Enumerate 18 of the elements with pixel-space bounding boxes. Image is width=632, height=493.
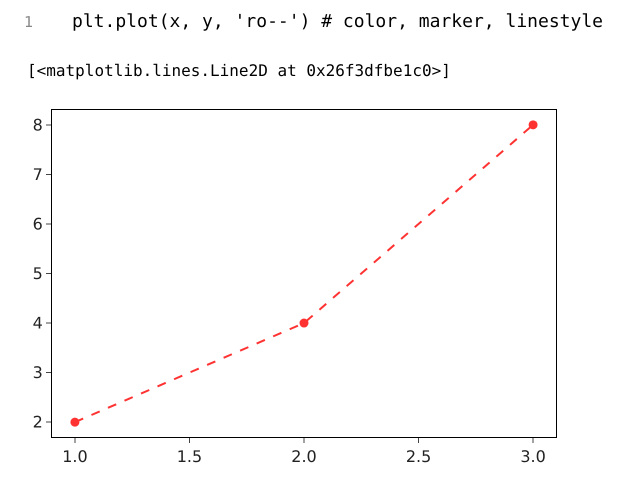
x-tick-label: 1.0 xyxy=(62,447,88,466)
y-tick-label: 6 xyxy=(32,214,43,234)
text: [<matplotlib.lines.Line2D at 0x26f3dfbe1c0>] xyxy=(27,61,451,80)
x-tick-label: 2.0 xyxy=(291,447,317,466)
x-tick-label: 1.5 xyxy=(176,447,202,466)
y-tick-label: 5 xyxy=(32,264,43,284)
point xyxy=(528,120,538,130)
x-tick-label: 2.5 xyxy=(406,447,432,466)
point xyxy=(300,318,308,328)
text: plt.plot(x, y, 'ro--') # color, marker, linestyle xyxy=(72,11,604,32)
y-tick-label: 8 xyxy=(32,115,43,134)
text: 1 xyxy=(24,13,34,31)
y-tick-label: 4 xyxy=(32,314,43,333)
y-tick-label: 3 xyxy=(32,363,43,382)
point xyxy=(70,418,80,427)
y-tick-label: 2 xyxy=(32,412,43,432)
y-tick-label: 7 xyxy=(32,165,43,184)
x-tick-label: 3.0 xyxy=(520,447,546,466)
